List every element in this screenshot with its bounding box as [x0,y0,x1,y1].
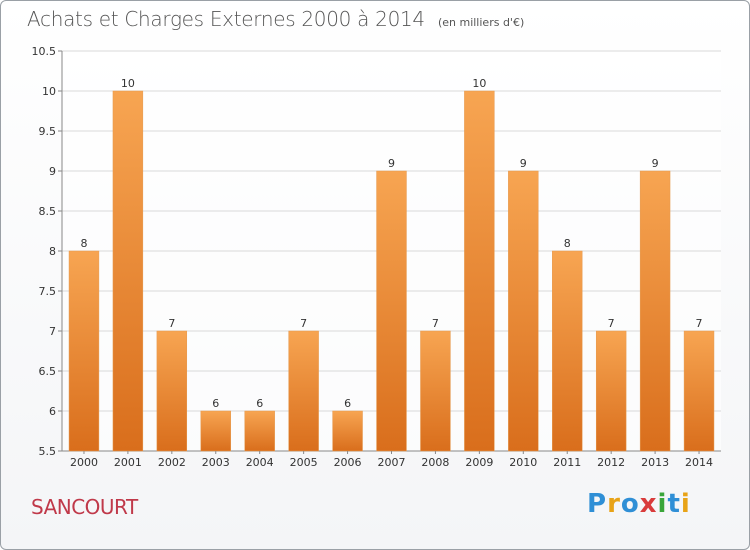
logo-letter: x [639,489,658,519]
y-tick-label: 10 [42,85,56,98]
bar-2005 [288,330,319,452]
x-tick-label: 2012 [597,456,625,469]
x-tick-label: 2004 [246,456,274,469]
bar-2014 [683,330,715,452]
x-tick-label: 2011 [553,456,581,469]
y-tick-label: 8 [49,245,56,258]
y-tick-label: 8.5 [39,205,57,218]
x-tick-label: 2002 [158,456,186,469]
bar-2004 [244,410,275,452]
x-tick-label: 2006 [334,456,362,469]
y-tick-label: 6.5 [39,365,57,378]
x-tick-label: 2008 [421,456,449,469]
x-tick-label: 2000 [70,456,98,469]
y-tick-label: 6 [49,405,56,418]
data-label: 7 [168,317,175,330]
x-tick-label: 2014 [685,456,713,469]
logo-letter: i [680,489,691,519]
x-tick-label: 2003 [202,456,230,469]
x-tick-label: 2013 [641,456,669,469]
bar-2006 [332,410,363,452]
data-label: 9 [388,157,395,170]
y-tick-label: 7 [49,325,56,338]
data-label: 6 [344,397,351,410]
y-tick-label: 9 [49,165,56,178]
logo-letter: P [587,489,608,519]
logo-letter: o [620,489,640,519]
proxiti-logo: Proxiti [587,489,691,519]
bar-2012 [595,330,627,452]
data-label: 7 [608,317,615,330]
data-label: 7 [432,317,439,330]
bar-2001 [112,90,144,452]
data-label: 9 [520,157,527,170]
bar-2009 [464,90,495,452]
bar-2003 [200,410,231,452]
bar-2007 [376,170,407,452]
data-label: 6 [256,397,263,410]
y-tick-label: 5.5 [39,445,57,458]
data-label: 9 [652,157,659,170]
data-label: 8 [80,237,87,250]
data-label: 7 [696,317,703,330]
data-label: 6 [212,397,219,410]
bar-2010 [508,170,539,452]
bar-2008 [420,330,451,452]
y-tick-label: 9.5 [39,125,57,138]
x-tick-label: 2007 [378,456,406,469]
bar-2013 [639,170,671,452]
y-tick-label: 10.5 [32,45,57,58]
x-tick-label: 2005 [290,456,318,469]
bar-2002 [156,330,188,452]
y-tick-label: 7.5 [39,285,57,298]
data-label: 10 [121,77,135,90]
chart-title: Achats et Charges Externes 2000 à 2014 (… [27,7,524,31]
bar-2000 [68,250,100,452]
logo-letter: i [657,489,668,519]
data-label: 10 [472,77,486,90]
x-tick-label: 2010 [509,456,537,469]
commune-name: SANCOURT [31,495,138,519]
chart-unit-text: (en milliers d'€) [437,16,525,29]
data-label: 7 [300,317,307,330]
x-tick-label: 2001 [114,456,142,469]
data-label: 8 [564,237,571,250]
bar-2011 [552,250,583,452]
logo-letter: t [667,489,681,519]
x-tick-label: 2009 [465,456,493,469]
chart-title-text: Achats et Charges Externes 2000 à 2014 [27,7,425,31]
logo-letter: r [607,489,621,519]
